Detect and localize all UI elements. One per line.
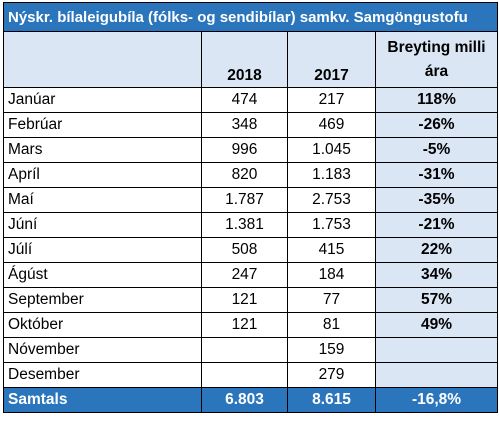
- table-row: Febrúar 348 469 -26%: [3, 112, 499, 138]
- month-cell: Júní: [3, 212, 202, 238]
- table-row: Janúar 474 217 118%: [3, 87, 499, 113]
- table-row: Júlí 508 415 22%: [3, 237, 499, 263]
- value-2018-cell: 121: [201, 287, 288, 313]
- month-cell: Nóvember: [3, 337, 202, 363]
- month-cell: Ágúst: [3, 262, 202, 288]
- month-cell: Júlí: [3, 237, 202, 263]
- title-row: Nýskr. bílaleigubíla (fólks- og sendibíl…: [2, 2, 499, 32]
- table-row: Nóvember 159: [3, 337, 499, 363]
- table-row: Október 121 81 49%: [3, 312, 499, 338]
- value-2018-cell: 1.381: [201, 212, 288, 238]
- change-cell: -21%: [374, 212, 499, 238]
- change-cell: 57%: [374, 287, 499, 313]
- month-cell: Október: [3, 312, 202, 338]
- header-month: [3, 31, 202, 88]
- value-2018-cell: 121: [201, 312, 288, 338]
- month-cell: Apríl: [3, 162, 202, 188]
- table-row: Júní 1.381 1.753 -21%: [3, 212, 499, 238]
- change-cell: -26%: [374, 112, 499, 138]
- value-2017-cell: 469: [287, 112, 376, 138]
- value-2017-cell: 415: [287, 237, 376, 263]
- table-row: Desember 279: [3, 362, 499, 388]
- month-cell: Mars: [3, 137, 202, 163]
- registration-table: Nýskr. bílaleigubíla (fólks- og sendibíl…: [2, 2, 499, 413]
- change-cell: -5%: [374, 137, 499, 163]
- value-2018-cell: [201, 362, 288, 388]
- table-row: Ágúst 247 184 34%: [3, 262, 499, 288]
- header-2017: 2017: [287, 31, 376, 88]
- value-2017-cell: 77: [287, 287, 376, 313]
- table-row: Mars 996 1.045 -5%: [3, 137, 499, 163]
- value-2017-cell: 184: [287, 262, 376, 288]
- value-2017-cell: 1.183: [287, 162, 376, 188]
- value-2017-cell: 81: [287, 312, 376, 338]
- value-2018-cell: 1.787: [201, 187, 288, 213]
- value-2018-cell: 247: [201, 262, 288, 288]
- value-2017-cell: 2.753: [287, 187, 376, 213]
- total-row: Samtals 6.803 8.615 -16,8%: [3, 387, 499, 413]
- value-2018-cell: 820: [201, 162, 288, 188]
- total-change: -16,8%: [374, 387, 499, 413]
- change-cell: 22%: [374, 237, 499, 263]
- value-2017-cell: 279: [287, 362, 376, 388]
- header-row: 2018 2017 Breyting milli ára: [3, 31, 499, 88]
- change-cell: -35%: [374, 187, 499, 213]
- value-2017-cell: 217: [287, 87, 376, 113]
- value-2017-cell: 1.045: [287, 137, 376, 163]
- change-cell: 49%: [374, 312, 499, 338]
- header-2018: 2018: [201, 31, 288, 88]
- table-title: Nýskr. bílaleigubíla (fólks- og sendibíl…: [2, 2, 499, 32]
- header-change: Breyting milli ára: [374, 31, 499, 88]
- month-cell: Maí: [3, 187, 202, 213]
- total-label: Samtals: [3, 387, 202, 413]
- total-2018: 6.803: [201, 387, 288, 413]
- value-2018-cell: 996: [201, 137, 288, 163]
- value-2017-cell: 1.753: [287, 212, 376, 238]
- table-row: Apríl 820 1.183 -31%: [3, 162, 499, 188]
- value-2018-cell: 508: [201, 237, 288, 263]
- change-cell: [374, 337, 499, 363]
- value-2018-cell: 348: [201, 112, 288, 138]
- month-cell: Desember: [3, 362, 202, 388]
- change-cell: 118%: [374, 87, 499, 113]
- change-cell: 34%: [374, 262, 499, 288]
- value-2018-cell: [201, 337, 288, 363]
- value-2018-cell: 474: [201, 87, 288, 113]
- month-cell: September: [3, 287, 202, 313]
- value-2017-cell: 159: [287, 337, 376, 363]
- table-row: September 121 77 57%: [3, 287, 499, 313]
- month-cell: Febrúar: [3, 112, 202, 138]
- total-2017: 8.615: [287, 387, 376, 413]
- change-cell: [374, 362, 499, 388]
- month-cell: Janúar: [3, 87, 202, 113]
- change-cell: -31%: [374, 162, 499, 188]
- table-row: Maí 1.787 2.753 -35%: [3, 187, 499, 213]
